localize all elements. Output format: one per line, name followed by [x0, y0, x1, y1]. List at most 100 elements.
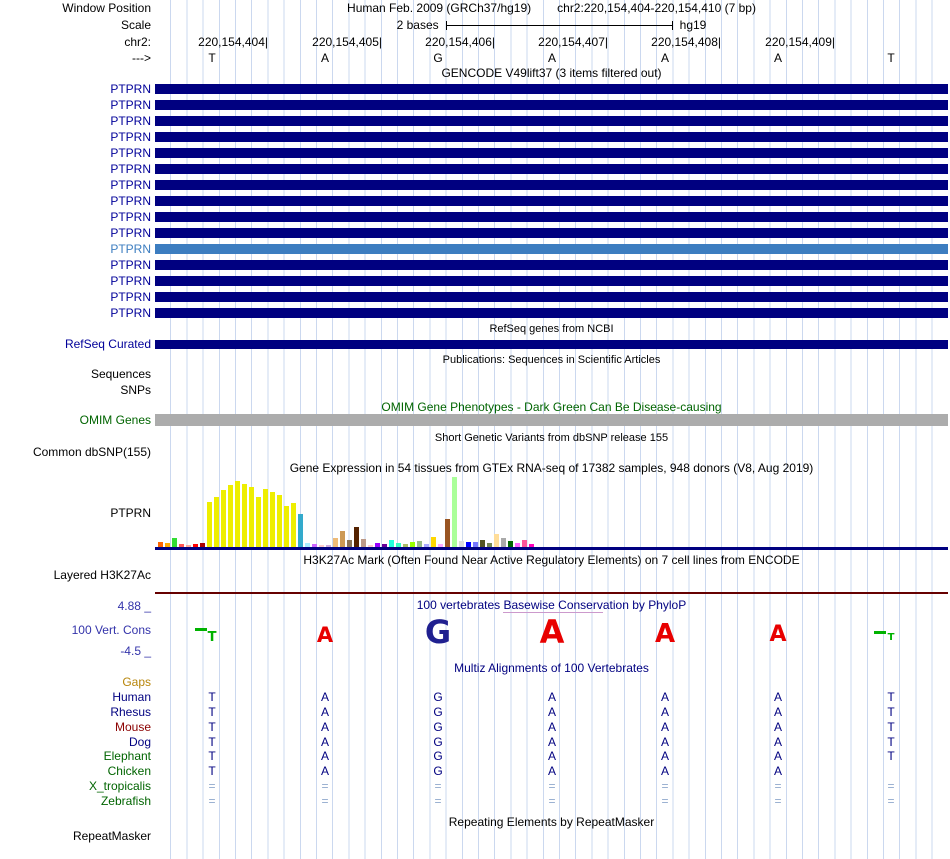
gencode-gene-bar[interactable]: [155, 244, 948, 254]
multiz-species-label[interactable]: Mouse: [114, 720, 151, 734]
gencode-gene-bar[interactable]: [155, 84, 948, 94]
gtex-bar[interactable]: [333, 538, 338, 547]
gtex-bar[interactable]: [298, 514, 303, 547]
base-letter[interactable]: T: [887, 51, 895, 65]
gtex-bar[interactable]: [326, 545, 331, 547]
base-letter[interactable]: A: [660, 51, 670, 65]
gencode-gene-bar[interactable]: [155, 132, 948, 142]
gtex-bar[interactable]: [522, 540, 527, 547]
gtex-bar[interactable]: [172, 538, 177, 547]
gtex-bar[interactable]: [417, 541, 422, 547]
base-letter[interactable]: T: [208, 51, 216, 65]
gtex-bar[interactable]: [438, 544, 443, 547]
multiz-species-label[interactable]: Dog: [128, 735, 151, 749]
gtex-bar[interactable]: [529, 544, 534, 547]
publications-sequences-label[interactable]: Sequences: [90, 367, 151, 381]
gtex-bar[interactable]: [515, 543, 520, 547]
refseq-curated-label[interactable]: RefSeq Curated: [64, 337, 151, 351]
gtex-bar[interactable]: [396, 543, 401, 547]
gtex-bar[interactable]: [270, 492, 275, 547]
gtex-gene-label[interactable]: PTPRN: [110, 506, 151, 520]
gtex-bar[interactable]: [340, 531, 345, 547]
multiz-gaps-label[interactable]: Gaps: [122, 675, 151, 689]
gencode-gene-label[interactable]: PTPRN: [110, 242, 151, 256]
gencode-gene-bar[interactable]: [155, 212, 948, 222]
gencode-gene-bar[interactable]: [155, 116, 948, 126]
multiz-species-label[interactable]: Chicken: [107, 764, 151, 778]
gencode-gene-label[interactable]: PTPRN: [110, 226, 151, 240]
gtex-bar[interactable]: [228, 485, 233, 547]
base-letter[interactable]: A: [320, 51, 330, 65]
base-letter[interactable]: A: [773, 51, 783, 65]
gtex-bar[interactable]: [249, 487, 254, 547]
gencode-gene-label[interactable]: PTPRN: [110, 98, 151, 112]
gtex-bar[interactable]: [256, 497, 261, 547]
gtex-bar[interactable]: [193, 544, 198, 547]
gtex-bar[interactable]: [473, 542, 478, 547]
gtex-bar[interactable]: [431, 537, 436, 547]
gencode-gene-label[interactable]: PTPRN: [110, 274, 151, 288]
multiz-species-label[interactable]: Zebrafish: [100, 794, 151, 808]
gencode-gene-bar[interactable]: [155, 260, 948, 270]
gtex-bar[interactable]: [403, 544, 408, 547]
conservation-track-label[interactable]: 100 Vert. Cons: [71, 623, 151, 637]
gtex-bar[interactable]: [242, 484, 247, 547]
gencode-gene-label[interactable]: PTPRN: [110, 146, 151, 160]
gtex-bar[interactable]: [389, 540, 394, 547]
gtex-bar[interactable]: [165, 543, 170, 547]
common-dbsnp-label[interactable]: Common dbSNP(155): [32, 445, 151, 459]
gtex-bar[interactable]: [186, 545, 191, 547]
gtex-bar[interactable]: [200, 543, 205, 547]
gencode-gene-label[interactable]: PTPRN: [110, 82, 151, 96]
multiz-species-label[interactable]: Elephant: [103, 749, 151, 763]
h3k27ac-label[interactable]: Layered H3K27Ac: [53, 568, 151, 582]
gencode-gene-label[interactable]: PTPRN: [110, 258, 151, 272]
gtex-bar[interactable]: [466, 542, 471, 547]
gencode-gene-bar[interactable]: [155, 196, 948, 206]
gtex-bar[interactable]: [263, 489, 268, 547]
gtex-bar[interactable]: [214, 497, 219, 547]
gencode-gene-bar[interactable]: [155, 308, 948, 318]
gencode-gene-bar[interactable]: [155, 164, 948, 174]
gencode-gene-bar[interactable]: [155, 148, 948, 158]
gtex-bar[interactable]: [158, 542, 163, 547]
multiz-species-label[interactable]: Rhesus: [110, 705, 151, 719]
gtex-bar[interactable]: [305, 543, 310, 547]
gencode-gene-label[interactable]: PTPRN: [110, 290, 151, 304]
gtex-bar[interactable]: [410, 542, 415, 547]
gtex-bar[interactable]: [361, 539, 366, 547]
gtex-bar[interactable]: [179, 544, 184, 547]
publications-snps-label[interactable]: SNPs: [120, 383, 151, 397]
gtex-bar[interactable]: [382, 544, 387, 547]
gencode-gene-label[interactable]: PTPRN: [110, 114, 151, 128]
gencode-gene-label[interactable]: PTPRN: [110, 178, 151, 192]
gtex-bar[interactable]: [291, 503, 296, 547]
gtex-bar[interactable]: [284, 506, 289, 547]
gtex-bar[interactable]: [368, 545, 373, 547]
gencode-gene-label[interactable]: PTPRN: [110, 162, 151, 176]
gtex-bar[interactable]: [480, 540, 485, 547]
gencode-gene-label[interactable]: PTPRN: [110, 194, 151, 208]
gencode-gene-bar[interactable]: [155, 100, 948, 110]
gencode-gene-bar[interactable]: [155, 180, 948, 190]
gtex-bar[interactable]: [494, 534, 499, 547]
multiz-species-label[interactable]: X_tropicalis: [88, 779, 151, 793]
gencode-gene-bar[interactable]: [155, 292, 948, 302]
gtex-bar[interactable]: [501, 538, 506, 547]
gtex-bar[interactable]: [221, 490, 226, 547]
refseq-curated-bar[interactable]: [155, 340, 948, 349]
gencode-gene-label[interactable]: PTPRN: [110, 306, 151, 320]
gtex-bar[interactable]: [312, 544, 317, 547]
gencode-gene-bar[interactable]: [155, 276, 948, 286]
gencode-gene-label[interactable]: PTPRN: [110, 210, 151, 224]
gtex-bar[interactable]: [487, 543, 492, 547]
repeatmasker-label[interactable]: RepeatMasker: [72, 829, 151, 843]
gtex-bar[interactable]: [319, 545, 324, 547]
gtex-bar[interactable]: [445, 519, 450, 547]
base-letter[interactable]: G: [433, 51, 443, 65]
gtex-bar[interactable]: [375, 543, 380, 547]
gtex-bar[interactable]: [508, 541, 513, 547]
gtex-bar[interactable]: [354, 527, 359, 547]
gtex-bar[interactable]: [459, 541, 464, 547]
gtex-bar[interactable]: [452, 477, 457, 547]
